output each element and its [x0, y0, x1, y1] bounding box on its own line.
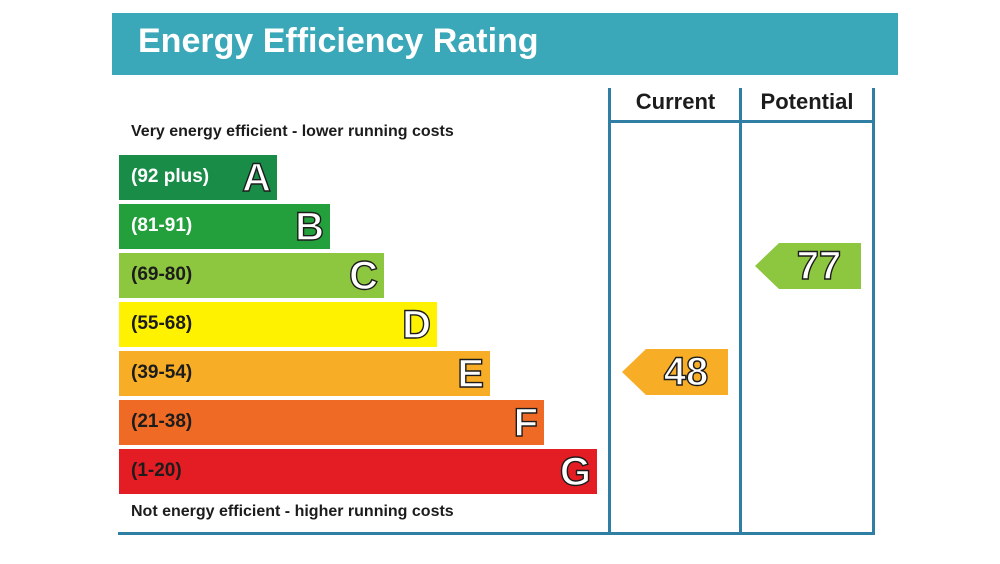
band-range-label: (55-68) [131, 313, 193, 334]
bottom-note: Not energy efficient - higher running co… [131, 503, 454, 520]
band-range-label: (1-20) [131, 460, 182, 481]
current-rating-arrow: 48 [622, 349, 728, 400]
band-b: (81-91) B [119, 204, 330, 250]
band-a: (92 plus) A [119, 155, 277, 201]
band-d: (55-68) D [119, 302, 437, 348]
band-range-label: (39-54) [131, 362, 193, 383]
band-letter: B [294, 204, 324, 249]
band-e: (39-54) E [119, 351, 490, 397]
current-rating-value: 48 [663, 349, 709, 394]
band-letter: D [401, 302, 431, 347]
band-range-label: (69-80) [131, 264, 193, 285]
band-letter: C [348, 253, 378, 298]
band-letter: G [559, 449, 592, 494]
title-bar: Energy Efficiency Rating [112, 13, 898, 75]
current-column-header: Current [635, 89, 716, 114]
potential-rating-arrow: 77 [755, 243, 861, 294]
potential-arrow-shape [755, 243, 861, 289]
potential-column-header: Potential [760, 89, 854, 114]
band-letter: A [241, 155, 271, 200]
band-letter: F [513, 400, 539, 445]
band-g: (1-20) G [119, 449, 597, 495]
current-arrow-shape [622, 349, 728, 395]
band-range-label: (21-38) [131, 411, 193, 432]
band-f: (21-38) F [119, 400, 544, 446]
band-range-label: (81-91) [131, 215, 193, 236]
band-range-label: (92 plus) [131, 166, 210, 187]
band-letter: E [457, 351, 485, 396]
band-c: (69-80) C [119, 253, 384, 299]
chart-title: Energy Efficiency Rating [138, 22, 539, 60]
potential-rating-value: 77 [796, 243, 842, 288]
top-note: Very energy efficient - lower running co… [131, 123, 454, 140]
